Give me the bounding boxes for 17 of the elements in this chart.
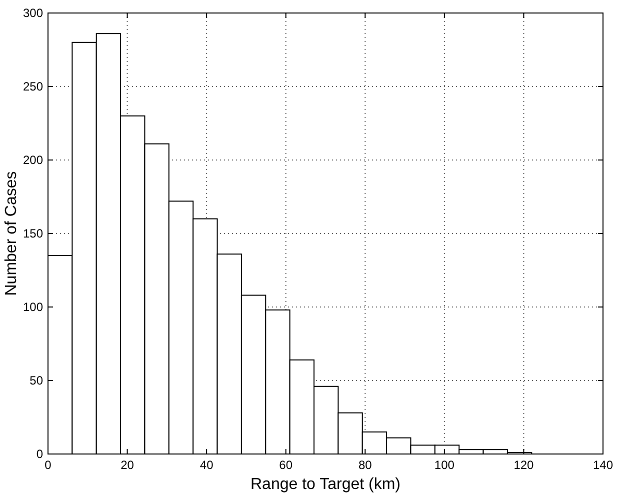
x-tick-label: 120 bbox=[514, 458, 534, 472]
y-tick-label: 250 bbox=[22, 80, 44, 94]
y-tick-label: 200 bbox=[22, 153, 44, 167]
x-tick-label: 100 bbox=[434, 458, 455, 472]
y-tick-label: 100 bbox=[22, 300, 44, 314]
x-tick-label: 40 bbox=[200, 458, 214, 472]
y-axis-title: Number of Cases bbox=[3, 171, 20, 296]
y-tick-label: 150 bbox=[22, 226, 44, 240]
x-tick-label: 20 bbox=[120, 458, 134, 472]
x-tick-label: 140 bbox=[592, 458, 614, 472]
y-tick-label: 0 bbox=[36, 447, 44, 461]
x-tick-label: 0 bbox=[44, 458, 52, 472]
y-tick-label: 50 bbox=[30, 374, 44, 388]
y-tick-label: 300 bbox=[22, 6, 44, 20]
x-tick-label: 60 bbox=[279, 458, 293, 472]
x-tick-label: 80 bbox=[358, 458, 372, 472]
x-axis-title: Range to Target (km) bbox=[250, 476, 400, 493]
